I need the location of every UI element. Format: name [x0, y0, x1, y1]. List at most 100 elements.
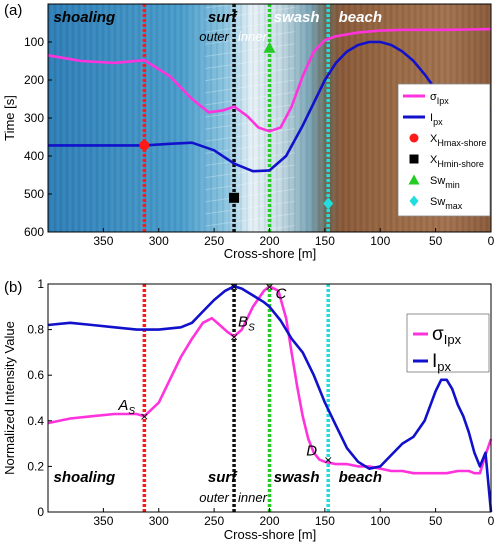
panel-b-series	[47, 285, 493, 513]
zone-label: swash	[274, 9, 320, 26]
legend-box	[406, 313, 490, 373]
subzone-label: outer	[199, 29, 229, 44]
panel-a-markers	[139, 41, 334, 210]
legend-entry-1: Ipx	[430, 112, 443, 127]
point-label-0-sub: S	[128, 406, 135, 417]
x-tick-label: 350	[93, 234, 113, 248]
zone-label: surf	[208, 469, 238, 486]
legend-swatch-3	[409, 154, 419, 164]
legend-entry-3: XHmin-shore	[430, 154, 484, 169]
legend-entry-3-main: X	[430, 154, 438, 166]
x-tick-label: 250	[204, 234, 224, 248]
y-tick-label: 600	[24, 225, 44, 239]
panel-a-x-ticks: 350 300 250 200 150 100 50 0	[93, 228, 495, 248]
marker-triangle	[263, 41, 276, 53]
panel-b-point-labels: ×AS×BS× C×D×	[117, 280, 332, 466]
panel-b-zone-lines	[142, 284, 330, 512]
y-tick-label: 0.4	[27, 414, 44, 428]
y-tick-label: 100	[24, 35, 44, 49]
x-tick-label: 200	[259, 514, 279, 528]
panel-b-x-axis-title: Cross-shore [m]	[224, 527, 316, 542]
panel-a-label: (a)	[4, 2, 22, 19]
point-cross-mark: ×	[324, 454, 333, 467]
y-tick-label: 1	[37, 277, 44, 291]
series-line-0	[47, 285, 493, 475]
legend-entry-5: Swmax	[430, 196, 463, 211]
x-tick-label: 0	[488, 514, 495, 528]
marker-square	[229, 192, 240, 203]
zone-label: surf	[208, 9, 238, 26]
point-label-3: D	[306, 443, 317, 460]
subzone-label: inner	[238, 29, 268, 44]
point-label-0: AS	[117, 397, 135, 417]
x-tick-label: 350	[93, 514, 113, 528]
x-tick-label: 100	[370, 234, 390, 248]
legend-entry-1-main: I	[432, 351, 437, 372]
x-tick-label: 250	[204, 514, 224, 528]
point-label-1-main: B	[238, 313, 248, 330]
y-tick-label: 0	[37, 505, 44, 519]
panel-b-label: (b)	[4, 279, 22, 296]
marker-circle	[139, 140, 150, 151]
y-tick-label: 400	[24, 149, 44, 163]
point-label-2-main: C	[276, 285, 287, 302]
point-label-3-main: D	[306, 443, 317, 460]
legend-entry-0: σIpx	[432, 324, 462, 347]
panel-a-y-ticks: 100 200 300 400 500 600	[24, 35, 52, 239]
zone-label: swash	[274, 469, 320, 486]
zone-label: shoaling	[54, 469, 116, 486]
legend-entry-0-sub: Ipx	[444, 332, 462, 347]
legend-entry-0-main: σ	[432, 324, 444, 345]
legend-entry-1-sub: px	[433, 117, 443, 127]
legend-box	[397, 83, 491, 217]
y-tick-label: 0.8	[27, 323, 44, 337]
y-tick-label: 300	[24, 111, 44, 125]
point-cross-mark: ×	[140, 410, 149, 423]
panel-b-y-axis-title: Normalized Intensity Value	[2, 321, 17, 475]
zone-label: beach	[339, 9, 382, 26]
x-tick-label: 50	[429, 514, 443, 528]
panel-a-x-axis-title: Cross-shore [m]	[224, 246, 316, 261]
legend-entry-5-sub: max	[445, 201, 463, 211]
zone-label: beach	[339, 469, 382, 486]
legend-swatch-5	[409, 195, 419, 207]
legend-entry-1-main: I	[430, 112, 433, 124]
x-tick-label: 100	[370, 514, 390, 528]
point-label-2: C	[276, 285, 287, 302]
point-cross-mark: ×	[265, 280, 274, 293]
legend-entry-4-sub: min	[445, 180, 460, 190]
panel-a-zone-labels: shoaling surf swash beach outer inner	[54, 9, 382, 44]
x-tick-label: 300	[149, 514, 169, 528]
x-tick-label: 300	[149, 234, 169, 248]
legend-entry-0-sub: Ipx	[437, 96, 450, 106]
legend-entry-1: Ipx	[432, 351, 452, 374]
x-tick-label: 0	[488, 234, 495, 248]
legend-swatch-4	[408, 174, 420, 185]
series-line-1	[47, 285, 493, 513]
legend-entry-1-sub: px	[437, 359, 451, 374]
legend-entry-4: Swmin	[430, 175, 460, 190]
point-cross-mark: ×	[229, 330, 238, 343]
legend-entry-0: σIpx	[430, 91, 449, 106]
panel-b: (b) ×AS×BS× C×D× shoaling surf swash beachou…	[2, 277, 495, 542]
legend-entry-2-sub: Hmax-shore	[437, 138, 486, 148]
panel-a: (a) shoaling surf swash beach outer inner 350…	[2, 2, 495, 261]
legend-entry-2-main: X	[430, 133, 438, 145]
point-label-0-main: A	[117, 397, 128, 414]
legend-entry-5-main: Sw	[430, 196, 445, 208]
series-line-0	[47, 27, 492, 133]
x-tick-label: 200	[259, 234, 279, 248]
point-label-1: BS	[238, 313, 255, 333]
panel-b-x-ticks: 350 300 250 200 150 100 50 0	[93, 508, 495, 528]
marker-diamond	[323, 197, 334, 210]
y-tick-label: 500	[24, 187, 44, 201]
legend-entry-2: XHmax-shore	[430, 133, 486, 148]
legend-entry-3-sub: Hmin-shore	[437, 159, 484, 169]
legend-entry-4-main: Sw	[430, 175, 445, 187]
panel-a-y-axis-title: Time [s]	[2, 95, 17, 141]
panel-b-y-ticks: 0 0.2 0.4 0.6 0.8 1	[27, 277, 52, 519]
x-tick-label: 50	[429, 234, 443, 248]
